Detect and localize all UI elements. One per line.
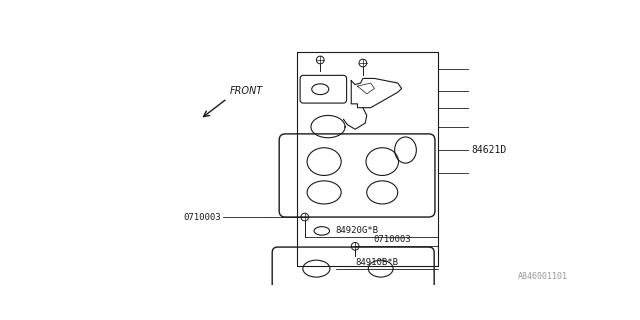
Text: FRONT: FRONT [230, 86, 263, 96]
Text: 0710003: 0710003 [373, 235, 411, 244]
Text: 0710003: 0710003 [184, 212, 221, 221]
Text: 84920G*B: 84920G*B [336, 226, 379, 235]
Text: 84910B*B: 84910B*B [355, 258, 398, 267]
Text: A846001101: A846001101 [518, 272, 568, 281]
Text: 84621D: 84621D [472, 145, 507, 155]
